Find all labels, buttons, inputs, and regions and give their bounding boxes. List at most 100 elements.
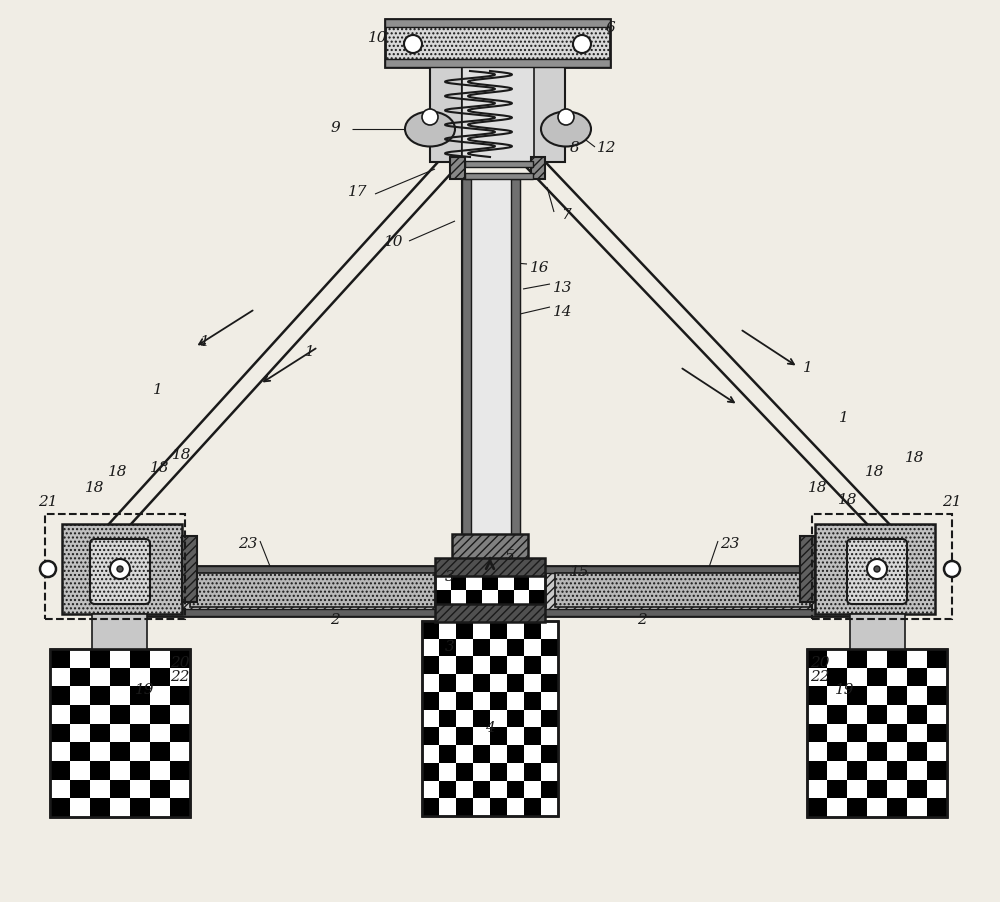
Bar: [807, 686, 827, 705]
Text: 2: 2: [637, 612, 647, 626]
Bar: [827, 780, 847, 798]
Text: 9: 9: [330, 121, 340, 135]
Bar: [807, 724, 827, 742]
Bar: [807, 798, 827, 817]
Bar: [490, 763, 507, 780]
Circle shape: [874, 566, 880, 573]
Bar: [170, 761, 190, 780]
Bar: [456, 798, 473, 816]
Ellipse shape: [541, 113, 591, 147]
Bar: [524, 692, 541, 710]
Text: 18: 18: [838, 492, 858, 506]
Bar: [887, 686, 907, 705]
Bar: [451, 575, 466, 590]
Bar: [182, 537, 197, 603]
Bar: [524, 763, 541, 780]
Text: 7: 7: [561, 207, 571, 222]
Text: 17: 17: [348, 185, 368, 198]
Bar: [190, 574, 445, 607]
Bar: [541, 710, 558, 728]
Text: 22: 22: [170, 669, 190, 683]
Bar: [115, 566, 885, 616]
Bar: [50, 649, 190, 817]
Bar: [807, 649, 947, 817]
Bar: [887, 724, 907, 742]
Bar: [847, 798, 867, 817]
Bar: [507, 675, 524, 692]
Bar: [130, 724, 150, 742]
Circle shape: [558, 110, 574, 126]
Circle shape: [573, 36, 591, 54]
Text: 21: 21: [942, 494, 962, 509]
Text: 1: 1: [200, 335, 210, 348]
Text: 5: 5: [505, 548, 515, 562]
Circle shape: [40, 561, 56, 577]
Bar: [907, 780, 927, 798]
Text: 20: 20: [170, 655, 190, 669]
Bar: [70, 705, 90, 724]
Bar: [812, 514, 952, 620]
Bar: [385, 60, 610, 68]
Bar: [115, 610, 885, 616]
Bar: [507, 780, 524, 798]
Bar: [170, 686, 190, 705]
Bar: [555, 574, 810, 607]
Text: 1: 1: [153, 382, 163, 397]
Bar: [907, 705, 927, 724]
Bar: [435, 575, 545, 606]
Bar: [473, 675, 490, 692]
Bar: [170, 649, 190, 667]
Bar: [466, 590, 482, 606]
Bar: [90, 798, 110, 817]
Bar: [473, 745, 490, 763]
Bar: [507, 745, 524, 763]
Bar: [435, 604, 545, 622]
Bar: [170, 798, 190, 817]
Bar: [435, 590, 451, 606]
Bar: [867, 667, 887, 686]
Bar: [887, 761, 907, 780]
Circle shape: [867, 559, 887, 579]
Bar: [422, 728, 439, 745]
Bar: [462, 68, 534, 163]
Text: 18: 18: [108, 465, 128, 478]
Bar: [524, 621, 541, 639]
Bar: [867, 742, 887, 761]
Bar: [541, 745, 558, 763]
Bar: [90, 724, 110, 742]
Text: 10: 10: [368, 31, 388, 45]
Bar: [170, 724, 190, 742]
Bar: [110, 705, 130, 724]
Bar: [90, 761, 110, 780]
Bar: [850, 614, 905, 649]
Text: 18: 18: [905, 450, 925, 465]
Circle shape: [944, 561, 960, 577]
Bar: [927, 686, 947, 705]
Bar: [490, 657, 507, 675]
Bar: [422, 657, 439, 675]
Text: 4: 4: [485, 720, 495, 734]
Bar: [473, 780, 490, 798]
Bar: [45, 514, 185, 620]
Bar: [827, 705, 847, 724]
Text: 15: 15: [570, 565, 590, 578]
Text: 21: 21: [38, 494, 58, 509]
Bar: [115, 566, 885, 574]
Bar: [827, 667, 847, 686]
Text: 1: 1: [839, 410, 849, 425]
Text: 18: 18: [150, 461, 170, 474]
Bar: [541, 780, 558, 798]
Bar: [422, 621, 558, 816]
Text: 1: 1: [803, 361, 813, 374]
Bar: [531, 158, 545, 179]
Bar: [422, 763, 439, 780]
Bar: [807, 649, 827, 667]
Bar: [422, 621, 439, 639]
Bar: [150, 780, 170, 798]
Text: 19: 19: [135, 682, 155, 696]
Bar: [385, 20, 610, 28]
Bar: [927, 724, 947, 742]
Bar: [439, 639, 456, 657]
Bar: [465, 161, 533, 168]
Bar: [62, 524, 182, 614]
